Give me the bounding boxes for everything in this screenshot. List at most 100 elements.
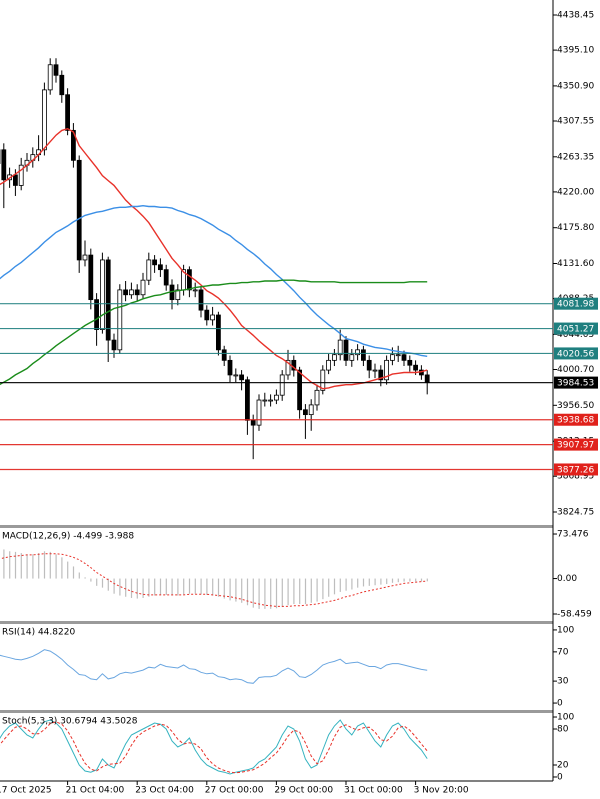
level-label: 4020.56 [557, 349, 594, 359]
macd-bar [304, 578, 307, 605]
x-tick-label: 23 Oct 04:00 [135, 786, 194, 796]
candle-body [250, 419, 256, 426]
macd-bar [339, 578, 341, 592]
candle-body [65, 94, 70, 131]
candle-body [186, 269, 192, 291]
x-tick-label: 31 Oct 00:00 [344, 786, 403, 796]
macd-bar [299, 578, 301, 605]
macd-bar [374, 578, 376, 586]
candle-body [279, 374, 285, 396]
y-tick-label: 100 [557, 713, 574, 723]
macd-bar [206, 578, 208, 595]
macd-bar [281, 578, 283, 608]
x-tick-label: 27 Oct 00:00 [205, 786, 264, 796]
y-tick-label: 4307.55 [557, 117, 594, 127]
macd-bar [380, 578, 382, 585]
candle-body [123, 289, 128, 296]
macd-bar [177, 578, 179, 596]
panel-separator [0, 710, 553, 713]
macd-bar [3, 549, 5, 579]
y-tick-label: -58.459 [557, 610, 592, 620]
macd-bar [345, 578, 347, 591]
candle-body [244, 379, 250, 421]
level-label: 3984.53 [557, 379, 594, 389]
macd-bar [246, 578, 249, 606]
candle-body [12, 174, 18, 186]
candle-body [297, 369, 303, 411]
candle-body [360, 349, 366, 361]
candle-body [366, 359, 372, 371]
candle-body [227, 359, 233, 376]
level-label: 4051.27 [557, 325, 594, 335]
macd-bar [322, 578, 324, 600]
candle-body [372, 369, 378, 372]
macd-bar [165, 578, 167, 595]
level-label-box [554, 413, 598, 426]
macd-bar [310, 578, 312, 603]
level-label-box [554, 438, 598, 451]
y-tick-label: 4220.00 [557, 187, 594, 197]
panel-title: MACD(12,26,9) -4.499 -3.988 [2, 532, 134, 542]
macd-bar [258, 578, 260, 609]
level-label: 4081.98 [557, 300, 594, 310]
macd-bar [136, 578, 138, 599]
candle-body [146, 259, 152, 281]
candle-body [424, 374, 430, 384]
candle-body [337, 339, 343, 356]
candle-body [76, 159, 82, 261]
candle-body [152, 259, 158, 266]
y-tick-label: 0.00 [557, 574, 577, 584]
macd-bar [49, 551, 51, 579]
macd-bar [275, 578, 278, 609]
candle-body [88, 254, 94, 301]
macd-bar [386, 578, 388, 585]
candle-body [47, 64, 53, 91]
candle-body [82, 254, 88, 261]
level-label-box [554, 322, 598, 335]
level-label: 3877.26 [557, 465, 594, 475]
moving-average [0, 204, 428, 357]
macd-bar [328, 578, 330, 597]
candle-body [111, 339, 117, 351]
candle-body [18, 164, 24, 186]
candle-body [198, 289, 204, 311]
candle-body [407, 359, 413, 366]
macd-bar [333, 578, 336, 595]
macd-bar [32, 554, 34, 579]
candle-body [285, 359, 291, 376]
macd-bar [14, 551, 17, 579]
macd-bar [415, 578, 417, 582]
candle-body [355, 349, 361, 356]
x-tick-label: 17 Oct 2025 [0, 786, 52, 796]
candle-body [273, 394, 279, 401]
y-tick-label: 0 [557, 699, 563, 709]
macd-bar [252, 578, 254, 608]
x-tick-label: 3 Nov 20:00 [414, 786, 469, 796]
macd-bar [368, 578, 370, 586]
candle-body [105, 259, 111, 341]
candle-body [308, 404, 314, 416]
macd-bar [171, 578, 173, 596]
candle-body [59, 74, 65, 96]
candle-body [320, 369, 326, 391]
candle-body [94, 299, 99, 330]
candle-body [128, 289, 134, 296]
candle-body [134, 289, 140, 296]
candle-body [349, 354, 355, 361]
macd-bar [148, 578, 150, 597]
macd-bar [235, 578, 237, 602]
y-tick-label: 4044.05 [557, 330, 594, 340]
macd-bar [72, 566, 75, 579]
y-tick-label: 3868.95 [557, 472, 594, 482]
candle-body [71, 129, 76, 161]
x-tick-label: 21 Oct 04:00 [66, 786, 125, 796]
y-tick-label: 20 [557, 760, 569, 770]
candle-body [210, 314, 216, 321]
candle-body [140, 279, 146, 296]
candle-body [215, 314, 221, 351]
panel-title: Stoch(5,3,3) 30.6794 43.5028 [2, 717, 138, 727]
macd-bar [130, 578, 133, 598]
candle-body [100, 259, 105, 330]
